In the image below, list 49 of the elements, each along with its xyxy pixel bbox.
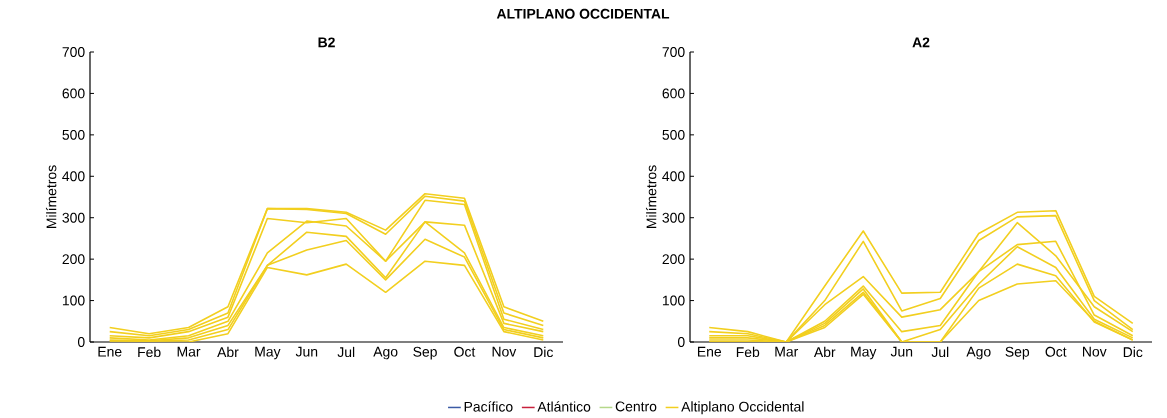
y-tick-label: 0: [77, 337, 85, 347]
x-tick-label: May: [255, 346, 281, 360]
y-tick-label: 100: [662, 295, 685, 306]
x-tick-label: Sep: [1005, 346, 1030, 360]
chart-title: A2: [912, 37, 930, 48]
x-tick-label: Sep: [413, 346, 437, 360]
x-tick-label: Mar: [177, 346, 201, 357]
legend-label: Centro: [615, 401, 657, 412]
y-tick-label: 300: [662, 212, 685, 223]
x-tick-label: Oct: [454, 346, 476, 357]
x-tick-label: Nov: [492, 346, 517, 357]
x-tick-label: Ene: [697, 346, 722, 357]
x-tick-label: Mar: [775, 346, 799, 357]
y-tick-label: 200: [662, 254, 685, 265]
x-tick-label: Jun: [890, 346, 913, 357]
x-tick-label: Feb: [736, 346, 760, 358]
x-tick-label: Nov: [1083, 346, 1107, 357]
y-tick-label: 400: [662, 171, 685, 182]
y-axis-title: Milímetros: [45, 165, 57, 229]
x-tick-label: Ago: [373, 346, 398, 360]
x-tick-label: Ago: [966, 346, 991, 360]
y-tick-label: 0: [677, 337, 685, 347]
text: ALTIPLANO OCCIDENTAL: [496, 8, 670, 19]
x-tick-label: Abr: [217, 346, 239, 358]
chart-title: B2: [318, 37, 335, 48]
legend-label: Atlántico: [537, 401, 591, 412]
y-tick-label: 200: [62, 254, 85, 265]
x-tick-label: Jun: [295, 346, 318, 357]
legend-label: Pacífico: [464, 401, 513, 412]
y-tick-label: 500: [62, 129, 85, 140]
y-tick-label: 700: [62, 47, 85, 57]
y-tick-label: 700: [662, 47, 685, 57]
x-tick-label: Dic: [534, 346, 553, 358]
x-tick-label: Feb: [138, 346, 161, 358]
y-axis-title: Milímetros: [645, 165, 657, 229]
y-tick-label: 300: [62, 212, 85, 223]
x-tick-label: Jul: [337, 346, 355, 358]
x-tick-label: Jul: [931, 346, 949, 358]
y-tick-label: 500: [662, 129, 685, 140]
y-tick-label: 100: [62, 295, 85, 306]
x-tick-label: Abr: [813, 346, 836, 358]
x-tick-label: Dic: [1123, 346, 1143, 358]
legend-label: Altiplano Occidental: [681, 401, 804, 415]
y-tick-label: 600: [62, 88, 85, 99]
y-tick-label: 400: [62, 171, 85, 182]
x-tick-label: Ene: [98, 346, 122, 357]
x-tick-label: May: [851, 346, 877, 360]
x-tick-label: Oct: [1045, 346, 1067, 357]
y-tick-label: 600: [662, 88, 685, 99]
